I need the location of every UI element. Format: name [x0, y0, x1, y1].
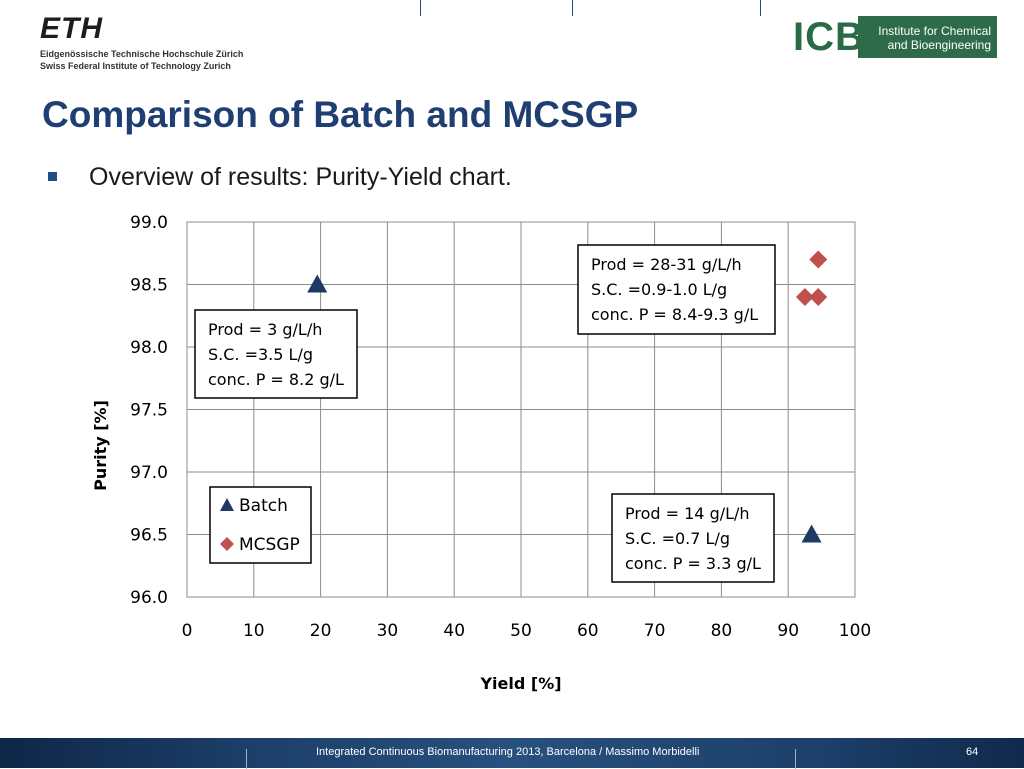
- icb-logo-box: Institute for Chemical and Bioengineerin…: [858, 16, 997, 58]
- mcsgp-point: [809, 250, 828, 269]
- bullet-text: Overview of results: Purity-Yield chart.: [89, 163, 512, 191]
- eth-logo-word: ETH: [40, 12, 103, 45]
- x-tick-label: 0: [182, 621, 193, 641]
- annotation-line: S.C. =3.5 L/g: [208, 345, 313, 364]
- y-tick-label: 98.0: [130, 338, 168, 358]
- mcsgp-point: [795, 288, 814, 306]
- x-tick-label: 30: [377, 621, 399, 641]
- annotation-frame: [194, 309, 358, 399]
- y-tick-label: 97.5: [130, 401, 168, 421]
- annotation-line: Prod = 14 g/L/h: [625, 504, 750, 523]
- x-tick-label: 70: [644, 621, 666, 641]
- x-tick-label: 50: [510, 621, 532, 641]
- bullet-square-icon: [48, 172, 57, 181]
- y-tick-label: 99.0: [130, 213, 168, 233]
- header-divider: [420, 0, 421, 16]
- footer-bar: Integrated Continuous Biomanufacturing 2…: [0, 738, 1024, 769]
- batch-point: [801, 524, 822, 543]
- annotation-line: conc. P = 8.2 g/L: [208, 370, 344, 389]
- x-tick-label: 60: [577, 621, 599, 641]
- annotation-frame: [611, 493, 775, 583]
- legend: Batch MCSGP: [209, 486, 312, 564]
- purity-yield-chart: 0 10 20 30 40 50 60 70 80 90 100 96.0 96.5 97.0 97.5 98…: [91, 213, 871, 693]
- annotation-box: Prod = 28-31 g/L/h S.C. =0.9-1.0 L/g conc.…: [577, 244, 776, 335]
- annotation-box: Prod = 3 g/L/h S.C. =3.5 L/g conc. P = 8.2…: [194, 309, 358, 399]
- annotation-box: Prod = 14 g/L/h S.C. =0.7 L/g conc. P = 3.…: [611, 493, 775, 583]
- y-tick-label: 96.5: [130, 526, 168, 546]
- slide-title: Comparison of Batch and MCSGP: [42, 94, 639, 135]
- footer-divider: [795, 749, 796, 769]
- footer-divider: [246, 749, 247, 769]
- footer-text: Integrated Continuous Biomanufacturing 2…: [316, 746, 700, 758]
- page-number: 64: [966, 746, 979, 758]
- eth-logo-line2: Swiss Federal Institute of Technology Zu…: [40, 61, 231, 71]
- legend-triangle-icon: [220, 498, 234, 511]
- batch-point: [307, 274, 328, 293]
- x-axis-title: Yield [%]: [479, 674, 561, 693]
- annotation-line: S.C. =0.9-1.0 L/g: [591, 280, 727, 299]
- y-tick-label: 98.5: [130, 276, 168, 296]
- icb-logo-line2: and Bioengineering: [887, 38, 991, 52]
- x-tick-label: 20: [310, 621, 332, 641]
- x-tick-label: 40: [443, 621, 465, 641]
- x-tick-label: 10: [243, 621, 265, 641]
- x-tick-label: 90: [777, 621, 799, 641]
- x-tick-label: 100: [839, 621, 871, 641]
- y-axis-title: Purity [%]: [91, 400, 110, 491]
- header-divider: [572, 0, 573, 16]
- eth-logo: ETH Eidgenössische Technische Hochschule…: [40, 14, 243, 72]
- legend-label: Batch: [239, 496, 288, 516]
- annotation-line: conc. P = 3.3 g/L: [625, 554, 761, 573]
- icb-logo-line1: Institute for Chemical: [878, 24, 991, 38]
- legend-label: MCSGP: [239, 535, 300, 555]
- annotation-line: Prod = 28-31 g/L/h: [591, 255, 742, 274]
- annotation-frame: [577, 244, 776, 335]
- legend-diamond-icon: [220, 537, 234, 551]
- icb-logo-letters: ICB: [793, 15, 865, 59]
- annotation-line: conc. P = 8.4-9.3 g/L: [591, 305, 758, 324]
- mcsgp-point: [809, 288, 828, 306]
- y-tick-label: 96.0: [130, 588, 168, 608]
- annotation-line: S.C. =0.7 L/g: [625, 529, 730, 548]
- y-tick-label: 97.0: [130, 463, 168, 483]
- header-divider: [760, 0, 761, 16]
- x-tick-label: 80: [711, 621, 733, 641]
- annotation-line: Prod = 3 g/L/h: [208, 320, 322, 339]
- eth-logo-line1: Eidgenössische Technische Hochschule Zür…: [40, 49, 244, 59]
